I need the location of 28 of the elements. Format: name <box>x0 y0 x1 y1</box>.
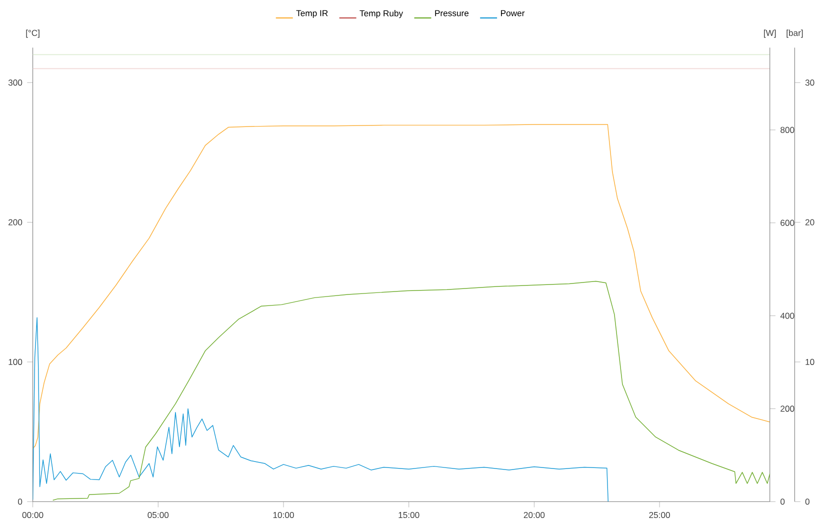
legend-label: Temp IR <box>296 10 328 18</box>
legend-label: Pressure <box>435 10 469 16</box>
y3-axis-title: [bar] <box>786 29 803 38</box>
y3-tick-label: 10 <box>806 358 814 365</box>
x-tick-label: 20:00 <box>524 512 545 518</box>
y-tick-label: 300 <box>8 79 22 86</box>
x-tick-label: 05:00 <box>148 512 169 518</box>
x-tick-label: 10:00 <box>273 512 294 518</box>
x-tick-label: 25:00 <box>649 512 670 518</box>
y-axis-title: [°C] <box>26 29 40 38</box>
y-tick-label: 100 <box>8 358 22 365</box>
y2-tick-label: 400 <box>780 312 794 319</box>
y3-tick-label: 20 <box>805 218 814 226</box>
line-series <box>52 280 770 500</box>
legend-label: Temp Ruby <box>360 10 404 18</box>
y-tick-label: 200 <box>8 218 22 226</box>
y2-tick-label: 800 <box>780 126 794 133</box>
legend-label: Power <box>501 10 525 16</box>
y2-tick-label: 200 <box>780 405 794 412</box>
y2-tick-label: 0 <box>780 498 785 504</box>
y-tick-label: 0 <box>18 498 22 504</box>
x-tick-label: 00:00 <box>22 512 44 518</box>
y2-tick-label: 600 <box>780 220 794 226</box>
line-series <box>32 317 609 502</box>
x-tick-label: 15:00 <box>398 512 420 518</box>
y3-tick-label: 30 <box>805 79 814 86</box>
y3-tick-label: 0 <box>805 498 810 504</box>
y2-axis-title: [W] <box>764 29 776 38</box>
